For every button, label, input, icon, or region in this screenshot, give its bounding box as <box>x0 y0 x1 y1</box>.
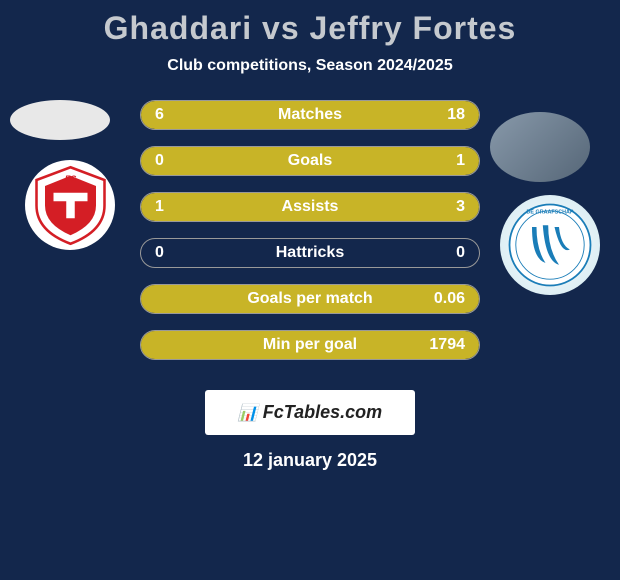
stat-value-right: 1 <box>456 147 465 175</box>
footer-brand: 📊 FcTables.com <box>205 390 415 435</box>
page-subtitle: Club competitions, Season 2024/2025 <box>0 57 620 75</box>
stat-label: Goals per match <box>141 285 479 313</box>
stat-label: Matches <box>141 101 479 129</box>
comparison-container: Ghaddari vs Jeffry Fortes Club competiti… <box>0 0 620 481</box>
club-logo-right: DE GRAAFSCHAP <box>500 195 600 295</box>
stat-label: Goals <box>141 147 479 175</box>
svg-text:DE GRAAFSCHAP: DE GRAAFSCHAP <box>527 210 574 216</box>
chart-icon: 📊 <box>238 403 258 423</box>
graafschap-logo-icon: DE GRAAFSCHAP <box>505 200 595 290</box>
stat-value-right: 18 <box>447 101 465 129</box>
main-area: FC DE GRAAFSCHAP 6Matches180Goals11Assis… <box>0 100 620 380</box>
stat-row: 0Goals1 <box>140 146 480 176</box>
player-avatar-left <box>10 100 110 140</box>
stat-value-right: 3 <box>456 193 465 221</box>
brand-text: FcTables.com <box>263 402 382 423</box>
stats-area: 6Matches180Goals11Assists30Hattricks0Goa… <box>140 100 480 376</box>
stat-row: 1Assists3 <box>140 192 480 222</box>
page-title: Ghaddari vs Jeffry Fortes <box>0 10 620 47</box>
footer-date: 12 january 2025 <box>0 450 620 471</box>
stat-row: 0Hattricks0 <box>140 238 480 268</box>
svg-text:FC: FC <box>64 173 76 183</box>
stat-value-right: 1794 <box>429 331 465 359</box>
stat-value-right: 0 <box>456 239 465 267</box>
stat-label: Min per goal <box>141 331 479 359</box>
utrecht-logo-icon: FC <box>28 163 113 248</box>
stat-row: 6Matches18 <box>140 100 480 130</box>
stat-label: Assists <box>141 193 479 221</box>
stat-value-right: 0.06 <box>434 285 465 313</box>
stat-label: Hattricks <box>141 239 479 267</box>
club-logo-left: FC <box>25 160 115 250</box>
stat-row: Goals per match0.06 <box>140 284 480 314</box>
player-avatar-right <box>490 112 590 182</box>
stat-row: Min per goal1794 <box>140 330 480 360</box>
